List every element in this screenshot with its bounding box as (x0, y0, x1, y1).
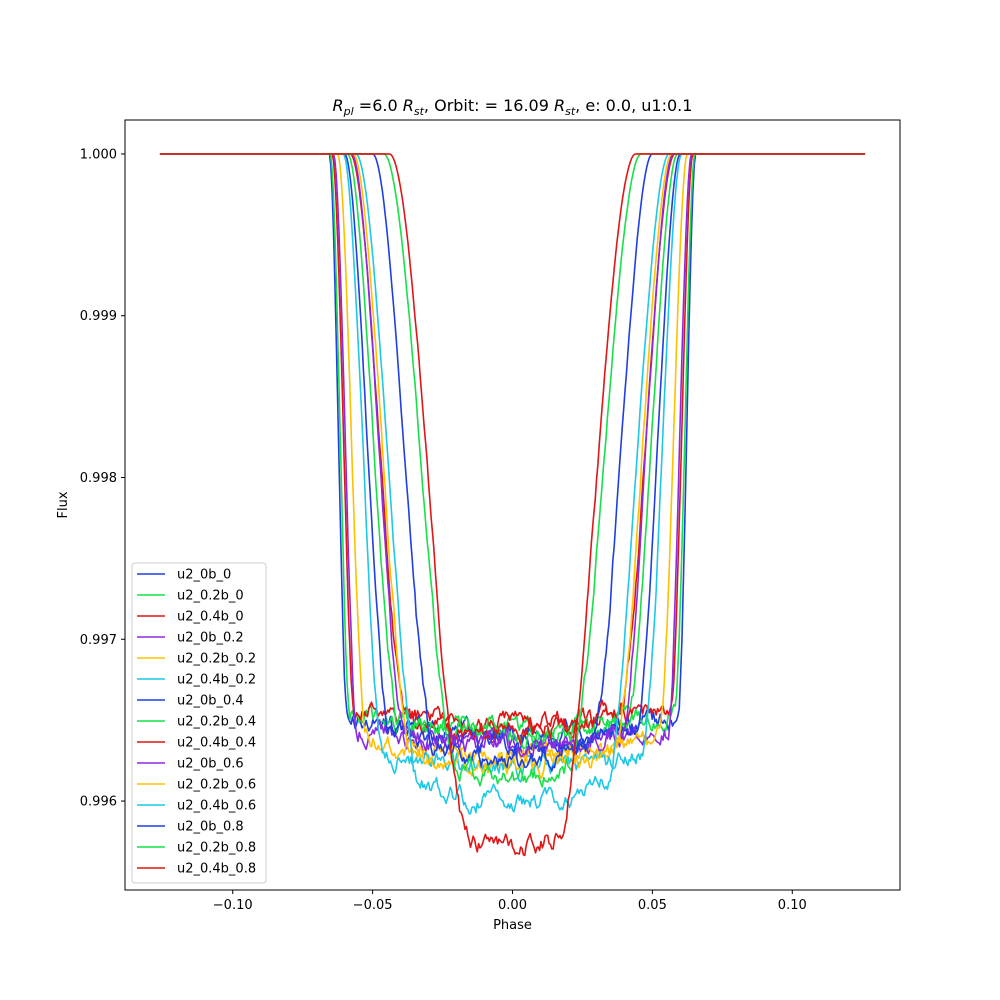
y-tick-label: 1.000 (80, 147, 117, 162)
legend-label: u2_0b_0.2 (177, 631, 244, 646)
legend-label: u2_0.2b_0 (177, 589, 244, 604)
x-tick-label: −0.05 (353, 898, 393, 913)
x-tick-label: 0.10 (778, 898, 807, 913)
legend-frame (131, 562, 267, 884)
legend-label: u2_0.4b_0.6 (177, 799, 256, 814)
y-tick-label: 0.998 (80, 471, 117, 486)
legend-label: u2_0b_0.8 (177, 820, 244, 835)
legend-label: u2_0.4b_0.2 (177, 673, 256, 688)
legend-label: u2_0.4b_0.8 (177, 862, 256, 877)
legend-label: u2_0b_0.6 (177, 757, 244, 772)
chart-title: Rpl =6.0 Rst, Orbit: = 16.09 Rst, e: 0.0… (333, 96, 693, 118)
y-tick-label: 0.997 (80, 633, 117, 648)
legend-label: u2_0.2b_0.2 (177, 652, 256, 667)
series-lines (159, 153, 866, 857)
legend-label: u2_0.2b_0.6 (177, 778, 256, 793)
x-tick-label: −0.10 (213, 898, 253, 913)
legend-label: u2_0.4b_0.4 (177, 736, 256, 751)
series-line-u2_0.4b_0.8 (159, 153, 866, 857)
legend: u2_0b_0 u2_0.2b_0 u2_0.4b_0 u2_0b_0.2 u2_0.2… (131, 562, 267, 884)
y-tick-label: 0.999 (80, 309, 117, 324)
legend-label: u2_0b_0.4 (177, 694, 244, 709)
legend-label: u2_0.2b_0.8 (177, 841, 256, 856)
legend-label: u2_0.2b_0.4 (177, 715, 256, 730)
x-axis-label: Phase (493, 918, 532, 933)
y-axis: 0.996 0.997 0.998 0.999 1.000 (80, 147, 125, 810)
legend-label: u2_0b_0 (177, 568, 231, 583)
x-axis: −0.10 −0.05 0.00 0.05 0.10 (213, 890, 807, 913)
y-axis-label: Flux (56, 491, 71, 518)
legend-label: u2_0.4b_0 (177, 610, 244, 625)
y-tick-label: 0.996 (80, 795, 117, 810)
x-tick-label: 0.05 (638, 898, 667, 913)
x-tick-label: 0.00 (498, 898, 527, 913)
